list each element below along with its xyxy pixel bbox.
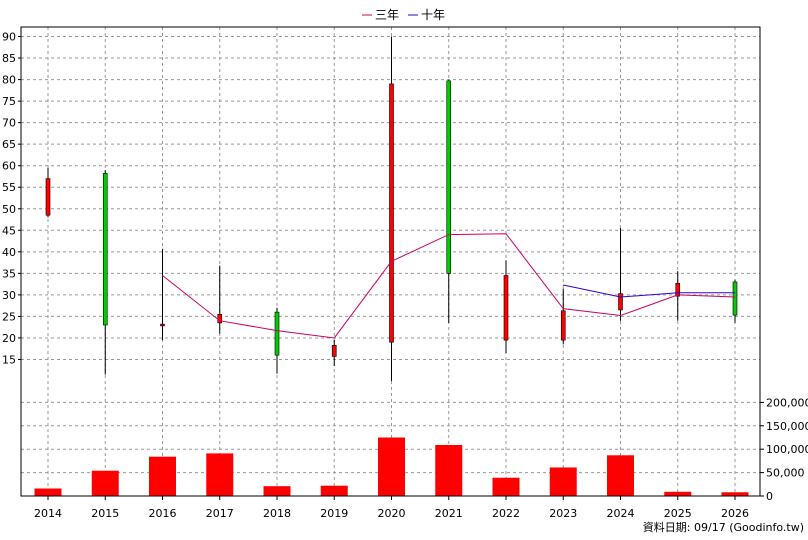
price-tick-label: 85: [2, 52, 16, 65]
volume-bar: [149, 456, 176, 496]
price-tick-label: 80: [2, 74, 16, 87]
volume-bars: [34, 437, 749, 496]
volume-tick-label: 200,000: [766, 396, 808, 409]
candle-body-down: [389, 83, 394, 343]
volume-bar: [492, 477, 520, 496]
volume-bar: [549, 467, 577, 496]
candle-body-down: [217, 313, 223, 324]
legend-label-10yr: 十年: [421, 8, 445, 22]
price-tick-label: 55: [2, 181, 16, 194]
year-axis-ticks: 2014 2015 2016 2017 2018 2019 2020 2021 2022 2023…: [34, 496, 749, 520]
candle-body-up: [732, 281, 738, 316]
line-十年: [563, 284, 735, 298]
volume-tick-label: 150,000: [766, 420, 808, 433]
year-tick-label: 2018: [263, 507, 291, 520]
legend-label-3yr: 三年: [375, 8, 399, 22]
candle-body-down: [331, 344, 337, 357]
plot-frame: [20, 26, 761, 497]
year-tick-label: 2023: [549, 507, 577, 520]
price-tick-label: 30: [2, 289, 16, 302]
volume-tick-label: 0: [766, 490, 773, 503]
price-tick-label: 35: [2, 267, 16, 280]
volume-bar: [664, 491, 692, 496]
price-tick-label: 25: [2, 310, 16, 323]
volume-bar: [263, 486, 291, 496]
price-tick-label: 75: [2, 95, 16, 108]
candle-body-up: [102, 173, 108, 326]
candle-body-down: [618, 293, 623, 311]
volume-axis-ticks: 0 50,000 100,000 150,000 200,000: [760, 396, 808, 503]
year-tick-label: 2024: [607, 507, 635, 520]
year-tick-label: 2019: [320, 507, 348, 520]
volume-bar: [378, 437, 405, 496]
year-tick-label: 2025: [664, 507, 692, 520]
candle-body-down: [160, 323, 165, 327]
year-tick-label: 2015: [91, 507, 119, 520]
price-tick-label: 20: [2, 332, 16, 345]
volume-bar: [607, 455, 634, 496]
line-三年: [162, 233, 736, 339]
volume-tick-label: 50,000: [766, 467, 805, 480]
volume-bar: [320, 485, 348, 496]
volume-bar: [206, 453, 234, 496]
axes: [20, 26, 761, 497]
volume-bar: [34, 488, 62, 496]
candle-body-down: [560, 310, 566, 341]
footer-date-source: 資料日期: 09/17 (Goodinfo.tw): [643, 520, 804, 534]
year-tick-label: 2017: [206, 507, 234, 520]
year-tick-label: 2014: [34, 507, 62, 520]
volume-bar: [435, 444, 463, 496]
price-tick-label: 70: [2, 117, 16, 130]
year-tick-label: 2026: [721, 507, 749, 520]
year-tick-label: 2016: [149, 507, 177, 520]
price-tick-label: 40: [2, 246, 16, 259]
price-tick-label: 45: [2, 224, 16, 237]
candlesticks: [45, 36, 738, 381]
price-axis-ticks: 15 20 25 30 35 40 45 50 55 60 65 70 75 80 85 90: [2, 31, 21, 366]
average-lines: [162, 233, 736, 339]
year-tick-label: 2020: [378, 507, 406, 520]
candle-body-up: [446, 80, 452, 274]
volume-bar: [721, 492, 749, 496]
year-tick-label: 2022: [492, 507, 520, 520]
volume-bar: [91, 470, 119, 496]
price-tick-label: 15: [2, 353, 16, 366]
candle-body-down: [675, 282, 681, 297]
price-tick-label: 50: [2, 203, 16, 216]
volume-tick-label: 100,000: [766, 443, 808, 456]
price-tick-label: 90: [2, 31, 16, 44]
price-tick-label: 60: [2, 160, 16, 173]
price-tick-label: 65: [2, 138, 16, 151]
candle-body-up: [274, 311, 280, 356]
year-tick-label: 2021: [435, 507, 463, 520]
candle-body-down: [503, 275, 509, 341]
legend: 三年 十年: [362, 8, 445, 22]
candle-body-down: [45, 178, 51, 216]
